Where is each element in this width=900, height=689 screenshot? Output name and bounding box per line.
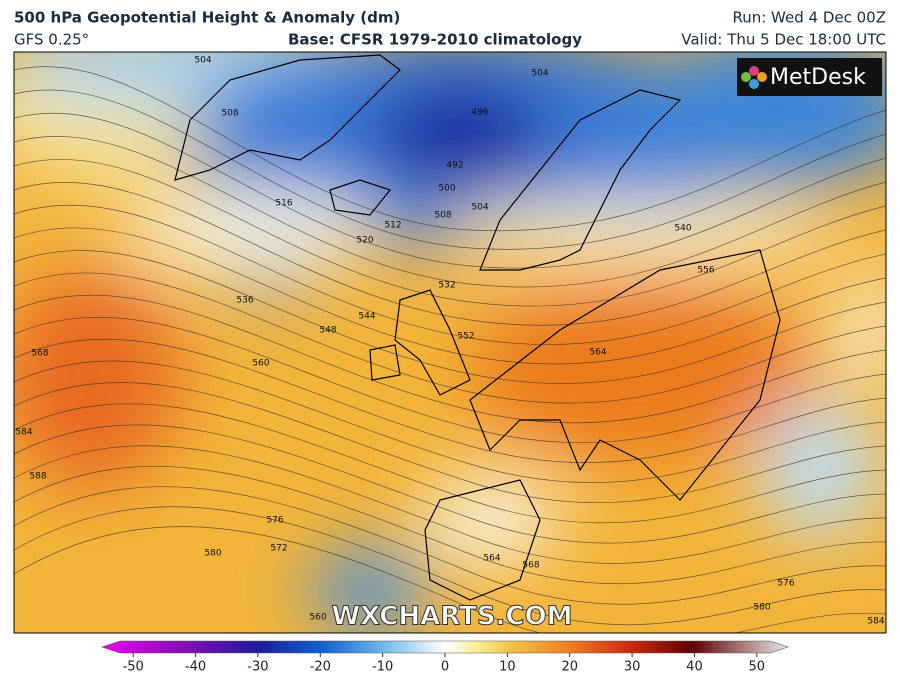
contour-label: 552 xyxy=(457,332,474,342)
contour-line xyxy=(14,112,886,269)
contour-label: 520 xyxy=(356,236,373,246)
valid: Valid: Thu 5 Dec 18:00 UTC xyxy=(681,31,886,49)
contour-line xyxy=(14,159,886,307)
contour-label: 508 xyxy=(221,109,238,119)
contour-label: 556 xyxy=(697,266,714,276)
contour-label: 540 xyxy=(674,224,691,234)
contour-line xyxy=(14,382,886,503)
colorbar: -50 -40 -30 -20 -10 0 10 20 30 40 50 xyxy=(101,640,789,675)
colorbar-tick-label: 30 xyxy=(624,660,641,675)
colorbar-tick-label: 10 xyxy=(499,660,516,675)
contour-line xyxy=(14,136,886,288)
colorbar-tick-label: 40 xyxy=(686,660,703,675)
contours xyxy=(14,66,886,633)
contour-line xyxy=(14,272,886,404)
watermark: WXCHARTS.COM xyxy=(331,602,572,632)
contour-line xyxy=(14,294,886,424)
contour-line xyxy=(14,424,886,544)
contour-label: 504 xyxy=(531,69,548,79)
contour-line xyxy=(14,317,886,444)
logo: MetDesk xyxy=(770,65,866,90)
contour-label: 500 xyxy=(438,184,455,194)
contour-line xyxy=(14,338,886,464)
model: GFS 0.25° xyxy=(14,31,89,49)
contour-label: 564 xyxy=(483,554,500,564)
contour-line xyxy=(14,227,886,365)
contour-label: 504 xyxy=(471,203,488,213)
base: Base: CFSR 1979-2010 climatology xyxy=(288,31,582,49)
contour-line xyxy=(14,445,886,564)
contour-label: 568 xyxy=(522,561,539,571)
contour-label: 584 xyxy=(867,617,884,627)
contour-label: 576 xyxy=(777,579,794,589)
contour-label: 580 xyxy=(204,549,221,559)
map: 504 504 508 496 492 500 504 508 512 516 520 532 536 5… xyxy=(14,52,886,633)
contour-line xyxy=(14,465,886,585)
colorbar-tick-label: -30 xyxy=(247,660,268,675)
contour-label: 536 xyxy=(236,296,253,306)
title: 500 hPa Geopotential Height & Anomaly (d… xyxy=(14,9,400,27)
colorbar-tick-label: 50 xyxy=(749,660,766,675)
contour-labels: 504 504 508 496 492 500 504 508 512 516 520 532 536 5… xyxy=(15,56,884,627)
contour-line xyxy=(14,66,886,232)
map-frame xyxy=(13,51,887,634)
colorbar-tick-label: 20 xyxy=(561,660,578,675)
contour-line xyxy=(14,486,886,605)
contour-line xyxy=(14,204,886,345)
contour-line xyxy=(14,506,886,626)
colorbar-tick-label: -40 xyxy=(185,660,206,675)
contour-line xyxy=(14,89,886,250)
contour-label: 504 xyxy=(194,56,211,66)
contour-label: 560 xyxy=(309,613,326,623)
contour-label: 544 xyxy=(358,312,375,322)
contour-label: 576 xyxy=(266,516,283,526)
contour-line xyxy=(14,403,886,524)
contour-line xyxy=(14,182,886,326)
contour-label: 508 xyxy=(434,211,451,221)
contour-label: 496 xyxy=(471,108,488,118)
contour-label: 580 xyxy=(753,603,770,613)
colorbar-tick-label: -10 xyxy=(372,660,393,675)
contour-label: 560 xyxy=(252,359,269,369)
contour-line xyxy=(14,250,886,384)
contour-label: 568 xyxy=(31,349,48,359)
contour-line xyxy=(14,526,886,633)
logo-icon xyxy=(741,66,767,89)
contour-label: 512 xyxy=(384,221,401,231)
colorbar-tick-label: -50 xyxy=(123,660,144,675)
run: Run: Wed 4 Dec 00Z xyxy=(732,9,886,27)
colorbar-tick-label: -20 xyxy=(310,660,331,675)
contour-label: 564 xyxy=(589,348,606,358)
contour-label: 492 xyxy=(446,161,463,171)
colorbar-bar xyxy=(101,640,789,654)
contour-label: 584 xyxy=(15,428,32,438)
colorbar-tick-label: 0 xyxy=(441,660,449,675)
contour-label: 532 xyxy=(438,281,455,291)
contour-label: 548 xyxy=(319,326,336,336)
anomaly-field xyxy=(14,52,886,630)
contour-label: 588 xyxy=(29,472,46,482)
contour-label: 572 xyxy=(270,544,287,554)
coastlines xyxy=(174,54,781,601)
contour-line xyxy=(14,360,886,484)
contour-label: 516 xyxy=(275,199,292,209)
